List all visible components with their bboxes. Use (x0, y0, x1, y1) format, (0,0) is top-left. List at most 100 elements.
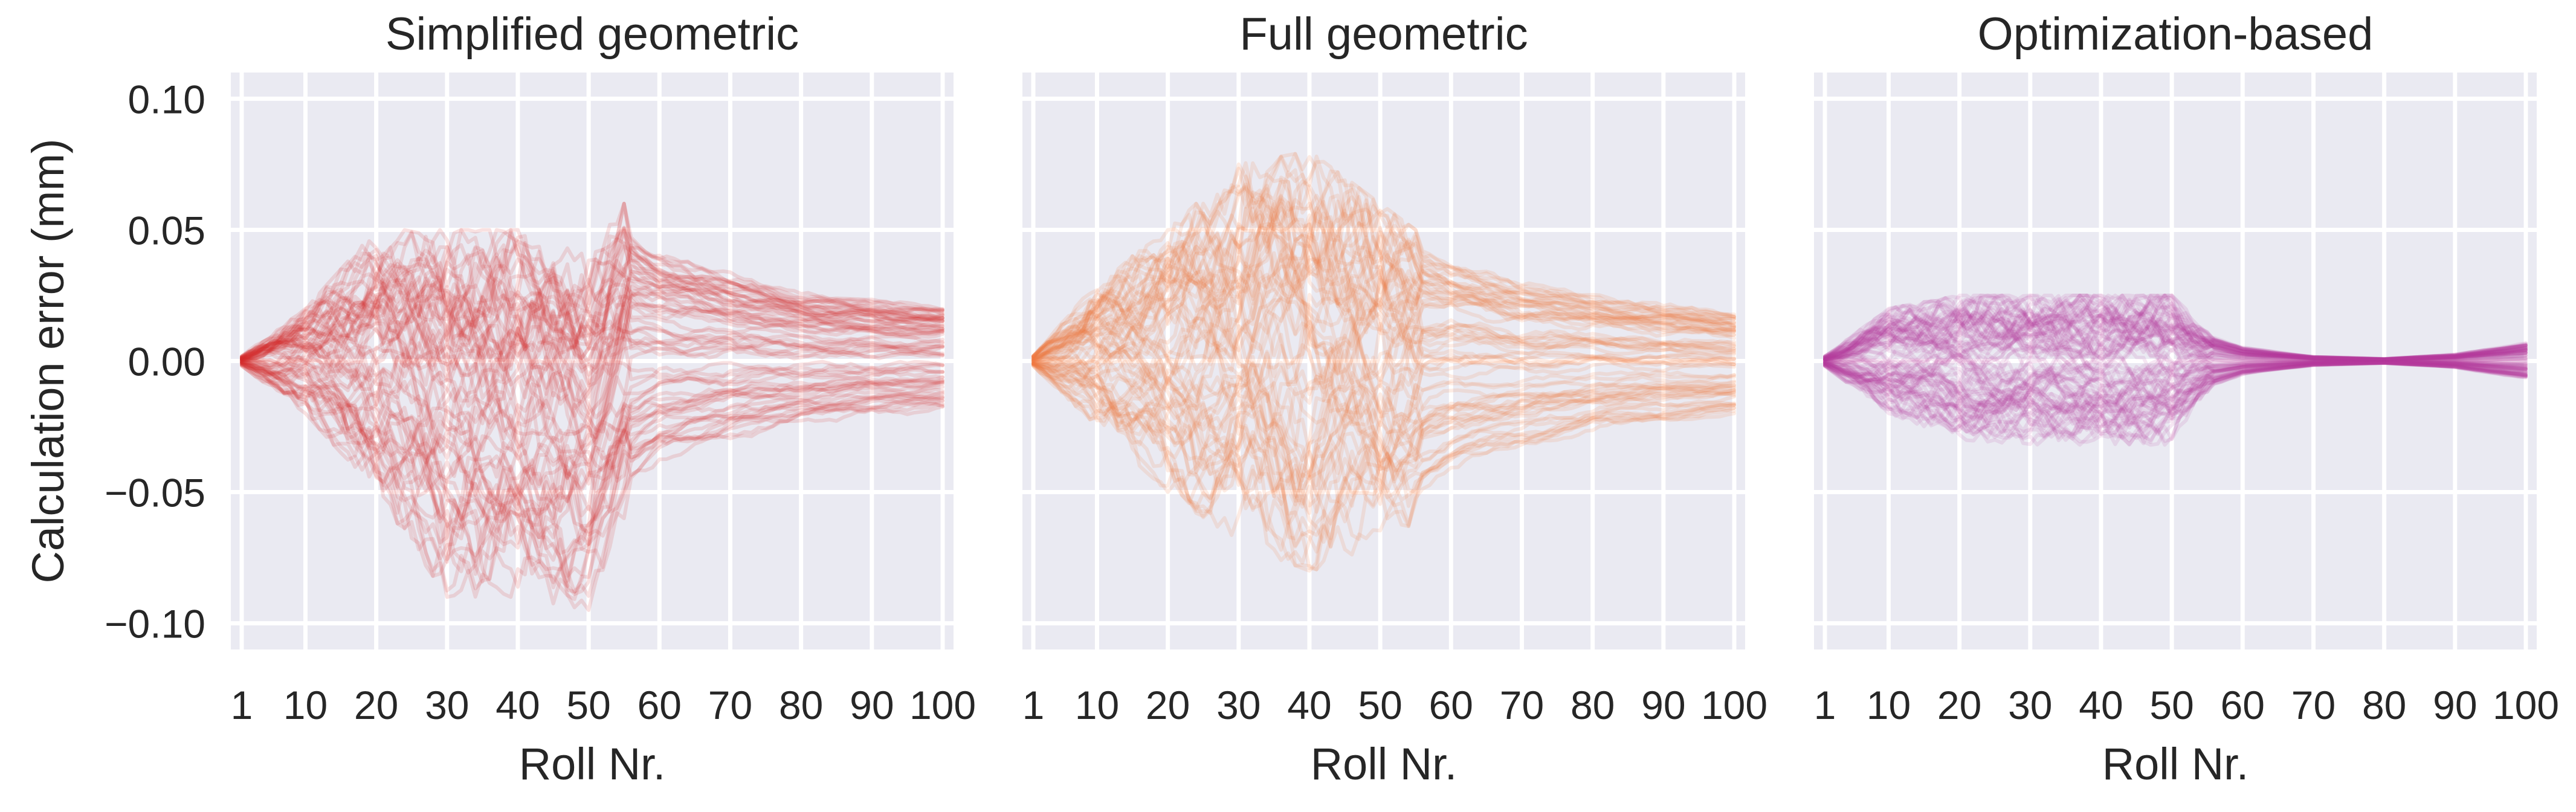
series-line (1031, 364, 1736, 557)
series-line (240, 270, 944, 418)
series-line (1031, 242, 1736, 370)
series-line (240, 228, 944, 359)
series-line (1823, 358, 2528, 407)
x-tick-label: 30 (425, 683, 469, 727)
series-line (1823, 308, 2528, 362)
series-line (240, 354, 944, 512)
series-line (240, 335, 944, 454)
series-line (1031, 179, 1736, 359)
series-line (1031, 251, 1736, 385)
series-line (240, 326, 944, 458)
panel-3-grid (1814, 72, 2537, 649)
series-line (240, 312, 944, 442)
series-line (240, 227, 944, 359)
series-line (1823, 338, 2528, 385)
series-line (1031, 257, 1736, 388)
series-line (1031, 296, 1736, 414)
x-tick-label: 10 (1867, 683, 1911, 727)
series-line (1823, 299, 2528, 361)
series-line (1031, 362, 1736, 554)
y-tick-label: 0.00 (128, 340, 205, 384)
series-line (1031, 362, 1736, 540)
series-line (1031, 233, 1736, 376)
series-line (1823, 334, 2528, 379)
series-line (1031, 362, 1736, 525)
series-line (1031, 343, 1736, 457)
series-line (240, 202, 944, 360)
series-line (1031, 175, 1736, 359)
series-line (240, 277, 944, 396)
panel-3: Optimization-based 1 10 20 30 40 50 60 70 80 90 100… (1814, 8, 2559, 789)
series-line (1823, 361, 2528, 447)
panel-1-series-bundle (240, 202, 944, 612)
series-line (1031, 155, 1736, 358)
series-line (1031, 152, 1736, 361)
series-line (1823, 305, 2528, 362)
series-line (1031, 184, 1736, 359)
panel-3-series-bundle (1823, 294, 2528, 447)
series-line (1031, 170, 1736, 358)
series-line (1823, 294, 2528, 361)
series-line (1031, 253, 1736, 384)
series-line (1031, 181, 1736, 358)
y-tick-label: 0.10 (128, 77, 205, 121)
series-line (1823, 360, 2528, 413)
series-line (240, 279, 944, 372)
x-tick-label: 90 (850, 683, 894, 727)
series-line (1031, 161, 1736, 360)
x-tick-label: 60 (638, 683, 682, 727)
series-line (1823, 294, 2528, 361)
series-line (240, 241, 944, 371)
series-line (240, 228, 944, 358)
panel-1-grid (231, 72, 954, 649)
series-line (1823, 361, 2528, 444)
series-line (1823, 294, 2528, 361)
series-line (1031, 242, 1736, 374)
series-line (240, 237, 944, 361)
series-line (1823, 329, 2528, 375)
series-line (1823, 316, 2528, 362)
series-line (240, 361, 944, 548)
series-line (1823, 318, 2528, 362)
series-line (240, 267, 944, 408)
series-line (240, 364, 944, 601)
x-tick-label: 70 (708, 683, 752, 727)
x-tick-label: 1 (1814, 683, 1836, 727)
series-line (1823, 309, 2528, 362)
series-line (1031, 362, 1736, 515)
series-line (1823, 360, 2528, 418)
series-line (1031, 289, 1736, 414)
x-tick-label: 10 (1075, 683, 1119, 727)
series-line (240, 361, 944, 572)
x-tick-label: 40 (2079, 683, 2123, 727)
x-tick-label: 50 (566, 683, 610, 727)
series-line (1031, 200, 1736, 361)
x-tick-label: 90 (2433, 683, 2477, 727)
series-line (1823, 312, 2528, 362)
series-line (240, 253, 944, 362)
series-line (1823, 361, 2528, 439)
series-line (1823, 294, 2528, 361)
series-line (240, 278, 944, 388)
series-line (1823, 361, 2528, 436)
series-line (240, 251, 944, 375)
series-line (1823, 361, 2528, 443)
series-line (1823, 361, 2528, 432)
series-line (240, 361, 944, 599)
series-line (240, 359, 944, 540)
series-line (240, 362, 944, 589)
x-tick-label: 100 (909, 683, 976, 727)
series-line (1823, 360, 2528, 423)
x-tick-label: 60 (2221, 683, 2265, 727)
panel-3-x-axis-label: Roll Nr. (2102, 739, 2249, 789)
series-line (240, 262, 944, 372)
series-line (1823, 360, 2528, 413)
panel-1-x-axis-label: Roll Nr. (519, 739, 666, 789)
series-line (240, 202, 944, 359)
series-line (240, 363, 944, 605)
x-tick-label: 10 (283, 683, 328, 727)
series-line (1031, 361, 1736, 509)
x-tick-label: 20 (354, 683, 398, 727)
series-line (1031, 361, 1736, 507)
series-line (240, 277, 944, 404)
